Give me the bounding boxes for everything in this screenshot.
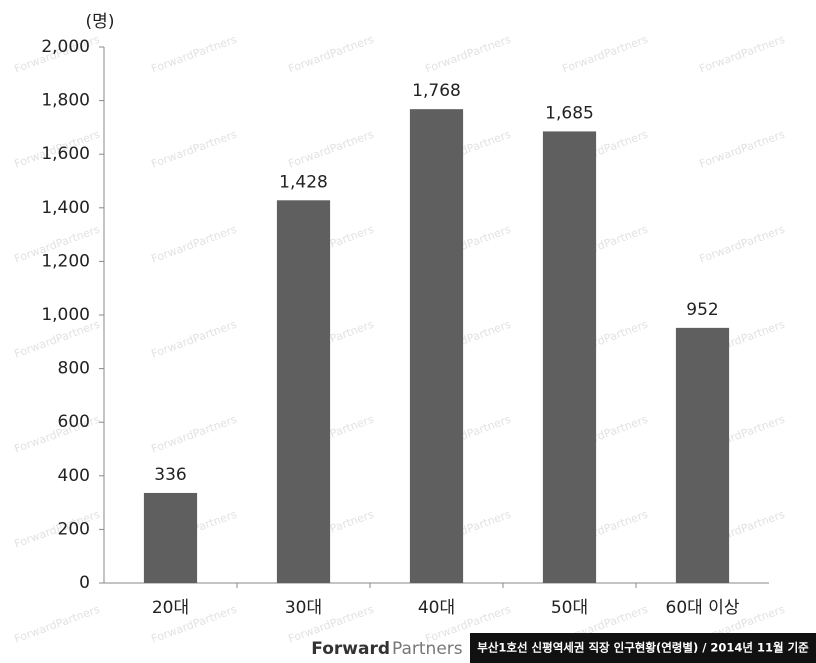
bar xyxy=(409,109,464,584)
watermark: ForwardPartners xyxy=(287,128,376,171)
bar xyxy=(675,327,730,583)
value-label: 1,685 xyxy=(545,103,594,123)
watermark: ForwardPartners xyxy=(150,128,239,171)
watermark: ForwardPartners xyxy=(698,128,787,171)
watermarks: ForwardPartners ForwardPartners ForwardPar… xyxy=(13,33,787,646)
watermark: ForwardPartners xyxy=(13,603,102,646)
watermark: ForwardPartners xyxy=(698,223,787,266)
watermark: ForwardPartners xyxy=(698,33,787,76)
bar xyxy=(276,200,331,583)
x-tick-label: 30대 xyxy=(285,598,322,618)
bar xyxy=(143,492,198,583)
watermark: ForwardPartners xyxy=(424,33,513,76)
x-tick-label: 60대 이상 xyxy=(666,598,740,618)
x-tick-label: 50대 xyxy=(551,598,588,618)
watermark: ForwardPartners xyxy=(561,33,650,76)
y-unit: (명) xyxy=(86,12,115,32)
x-tick-label: 20대 xyxy=(152,598,189,618)
watermark: ForwardPartners xyxy=(150,318,239,361)
y-tick-label: 1,400 xyxy=(41,198,90,218)
value-label: 1,768 xyxy=(412,81,461,101)
y-tick-label: 1,800 xyxy=(41,91,90,111)
watermark: ForwardPartners xyxy=(150,223,239,266)
x-tick-label: 40대 xyxy=(418,598,455,618)
y-tick-label: 400 xyxy=(58,466,90,486)
value-label: 336 xyxy=(154,465,186,485)
logo-bold: Forward xyxy=(311,639,390,659)
y-tick-label: 600 xyxy=(58,412,90,432)
watermark: ForwardPartners xyxy=(287,33,376,76)
y-tick-label: 0 xyxy=(79,573,90,593)
caption: 부산1호선 신평역세권 직장 인구현황(연령별) / 2014년 11월 기준 xyxy=(477,641,809,655)
value-label: 1,428 xyxy=(279,172,328,192)
y-tick-label: 1,600 xyxy=(41,144,90,164)
y-tick-label: 2,000 xyxy=(41,37,90,57)
value-label: 952 xyxy=(686,300,718,320)
y-tick-label: 200 xyxy=(58,519,90,539)
bar xyxy=(542,131,597,584)
y-tick-label: 1,000 xyxy=(41,305,90,325)
watermark: ForwardPartners xyxy=(150,413,239,456)
y-tick-label: 1,200 xyxy=(41,251,90,271)
watermark: ForwardPartners xyxy=(150,33,239,76)
caption-box xyxy=(470,633,816,663)
y-tick-label: 800 xyxy=(58,359,90,379)
logo-light: Partners xyxy=(392,639,463,659)
